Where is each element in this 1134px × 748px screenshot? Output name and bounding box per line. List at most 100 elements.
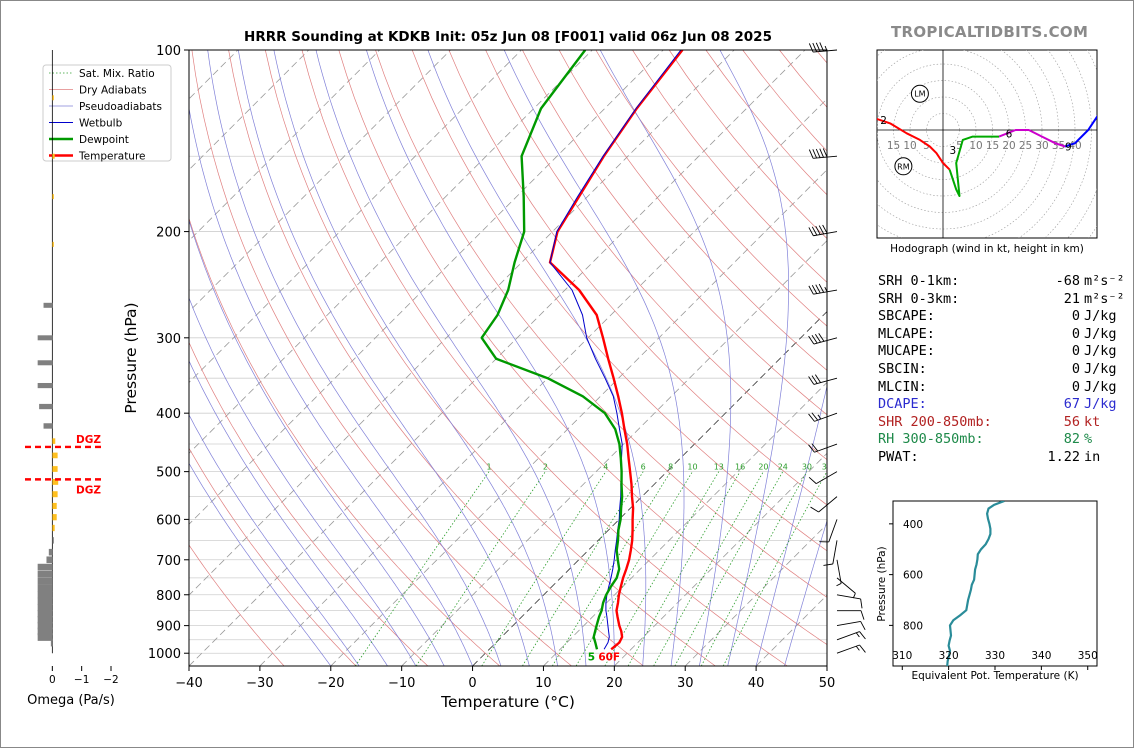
pseudoadiabat: [427, 50, 647, 666]
wind-barb-flag: [810, 506, 819, 513]
omega-bar: [37, 610, 53, 618]
y-axis-label: Pressure (hPa): [122, 302, 140, 413]
hodo-ring-label: 10: [903, 140, 916, 152]
omega-bar: [37, 633, 53, 641]
wind-barb-flag: [822, 224, 828, 234]
theta-frame: [892, 500, 1098, 667]
pseudoadiabat: [207, 50, 502, 666]
pseudoadiabat: [599, 50, 732, 666]
pseudoadiabat: [366, 50, 615, 666]
stat-value: 1.22: [1047, 448, 1080, 465]
dry-adiabat: [189, 341, 429, 666]
stat-row: MUCAPE: 0 J/kg: [878, 343, 1125, 361]
theta-y-tick-label: 800: [903, 620, 923, 632]
isotherm-line: [684, 523, 827, 666]
theta-x-tick-label: 330: [985, 650, 1005, 662]
stat-unit: J/kg: [1084, 378, 1117, 395]
wind-barb-flag: [808, 149, 814, 159]
y-tick-label: 100: [156, 44, 181, 59]
omega-bar: [52, 491, 58, 498]
hodo-ring-label: 15: [986, 140, 999, 152]
theta-e-panel: 310 320 330 340 350 400 600 800 Equivalent Pot. …: [876, 500, 1098, 682]
mixing-ratio-label: 13: [714, 463, 724, 472]
theta-x-label: Equivalent Pot. Temperature (K): [911, 670, 1078, 682]
wind-barb-flag: [808, 444, 815, 453]
y-tick-label: 600: [156, 513, 181, 528]
hodo-rm-marker: [894, 157, 913, 176]
wind-barb-halfflag: [855, 632, 860, 638]
dry-adiabat: [485, 50, 827, 461]
omega-bar: [37, 621, 53, 630]
y-tick-label: 1000: [148, 647, 181, 662]
wind-barb-staff: [836, 644, 860, 654]
theta-x-tick-label: 340: [1031, 650, 1051, 662]
stat-unit: J/kg: [1084, 343, 1117, 360]
stat-row: SRH 0-1km: -68 m²s⁻²: [878, 273, 1125, 291]
omega-x-tick-label: −1: [74, 674, 89, 686]
stat-row: MLCIN: 0 J/kg: [878, 379, 1125, 397]
plot-area: [189, 50, 827, 666]
stat-row: SHR 200-850mb: 56 kt: [878, 414, 1125, 432]
wind-barb: [836, 631, 866, 641]
wind-barb: [808, 412, 838, 422]
legend-label: Dry Adiabats: [79, 85, 147, 97]
wind-barb-staff: [813, 49, 838, 53]
stat-unit: kt: [1084, 413, 1101, 430]
wind-barb-flag: [818, 225, 825, 235]
wind-barb-staff: [836, 621, 861, 627]
pseudoadiabat: [784, 519, 827, 666]
hodo-trace: [948, 135, 1000, 197]
wind-barb-flag: [814, 334, 821, 343]
y-tick-label: 500: [156, 466, 181, 481]
wind-barb: [808, 224, 838, 237]
stat-value: 21: [1063, 290, 1080, 307]
hodo-height-label: 2: [880, 115, 887, 127]
stat-row: RH 300-850mb: 82%: [878, 431, 1125, 449]
stat-value: 0: [1071, 325, 1080, 342]
hodo-ring-label: 30: [1035, 140, 1048, 152]
wind-barb-flag: [808, 285, 814, 295]
omega-bar: [52, 153, 55, 159]
omega-bar: [52, 466, 58, 472]
x-tick-label: −20: [317, 676, 344, 691]
wind-barb-flag: [822, 148, 828, 158]
isotherm-line: [330, 169, 827, 666]
wind-barb-flag: [860, 610, 865, 620]
trace-dewpoint: [480, 50, 624, 650]
isotherm-line: [614, 452, 827, 666]
dgz-label: DGZ: [76, 484, 101, 496]
stat-value: 56: [1063, 413, 1080, 430]
x-axis-label: Temperature (°C): [440, 693, 575, 711]
stat-value: 82: [1063, 431, 1080, 448]
omega-bar: [52, 478, 59, 485]
x-tick-label: 0: [468, 676, 476, 691]
theta-y-label: Pressure (hPa): [876, 546, 888, 621]
omega-bar: [37, 591, 53, 599]
omega-bar: [37, 603, 53, 612]
legend-label: Temperature: [78, 151, 146, 163]
pseudoadiabat: [719, 50, 789, 666]
pseudoadiabat: [237, 50, 530, 666]
x-tick-label: 20: [606, 676, 623, 691]
surface-dewpoint-label: 5: [588, 651, 595, 663]
wind-barb-staff: [832, 540, 838, 565]
dry-adiabat: [191, 50, 572, 666]
wind-barb-flag: [811, 412, 819, 421]
stat-unit: m²s⁻²: [1084, 273, 1125, 289]
y-tick-label: 300: [156, 332, 181, 347]
wind-barb-flag: [859, 644, 866, 653]
omega-bar: [52, 524, 55, 532]
pseudoadiabat: [755, 384, 827, 666]
wind-barb-flag: [860, 621, 866, 631]
wind-barb: [808, 333, 838, 345]
x-tick-label: 50: [819, 676, 836, 691]
wind-barb: [836, 621, 866, 631]
mixing-ratio-line: [674, 471, 784, 666]
isotherm-line: [189, 50, 593, 454]
wind-barb-staff: [836, 559, 842, 584]
wind-barb: [808, 374, 838, 385]
omega-x-tick-label: 0: [49, 674, 56, 686]
omega-bar: [37, 335, 53, 341]
wind-barb: [808, 443, 838, 453]
